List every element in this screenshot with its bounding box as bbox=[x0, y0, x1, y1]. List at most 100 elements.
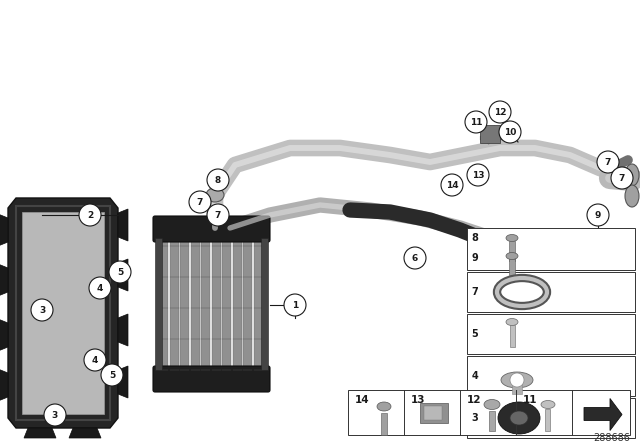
Circle shape bbox=[587, 204, 609, 226]
Text: 12: 12 bbox=[467, 395, 481, 405]
Text: 5: 5 bbox=[109, 370, 115, 379]
Circle shape bbox=[207, 204, 229, 226]
Bar bbox=[243, 238, 252, 370]
Bar bbox=[191, 238, 200, 370]
Circle shape bbox=[44, 404, 66, 426]
Text: 14: 14 bbox=[445, 181, 458, 190]
Text: 5: 5 bbox=[117, 267, 123, 276]
Text: 3: 3 bbox=[39, 306, 45, 314]
Ellipse shape bbox=[625, 185, 639, 207]
Ellipse shape bbox=[484, 400, 500, 409]
Text: 14: 14 bbox=[355, 395, 369, 405]
Polygon shape bbox=[0, 264, 8, 296]
Bar bbox=[489, 410, 495, 431]
Text: 2: 2 bbox=[87, 211, 93, 220]
Text: 11: 11 bbox=[470, 117, 483, 126]
Ellipse shape bbox=[501, 372, 533, 388]
Polygon shape bbox=[24, 428, 56, 438]
Circle shape bbox=[101, 364, 123, 386]
Text: 5: 5 bbox=[472, 329, 478, 339]
Text: 1: 1 bbox=[292, 301, 298, 310]
Ellipse shape bbox=[206, 188, 224, 202]
Bar bbox=[509, 241, 515, 261]
Polygon shape bbox=[118, 366, 128, 398]
Circle shape bbox=[597, 151, 619, 173]
Text: 7: 7 bbox=[472, 287, 478, 297]
Bar bbox=[201, 238, 210, 370]
Circle shape bbox=[404, 247, 426, 269]
Text: 3: 3 bbox=[52, 410, 58, 419]
Bar bbox=[159, 238, 168, 370]
Bar bbox=[512, 380, 522, 394]
Circle shape bbox=[441, 174, 463, 196]
Text: 7: 7 bbox=[619, 173, 625, 182]
Text: 3: 3 bbox=[472, 413, 478, 423]
Text: 6: 6 bbox=[412, 254, 418, 263]
Text: 288686: 288686 bbox=[593, 433, 630, 443]
Circle shape bbox=[611, 167, 633, 189]
Bar bbox=[211, 238, 221, 370]
Text: 11: 11 bbox=[523, 395, 537, 405]
Ellipse shape bbox=[510, 373, 524, 387]
Bar bbox=[467, 356, 635, 396]
Ellipse shape bbox=[625, 164, 639, 186]
Polygon shape bbox=[0, 214, 8, 246]
Bar bbox=[467, 272, 635, 312]
Ellipse shape bbox=[510, 411, 528, 425]
Text: 13: 13 bbox=[411, 395, 425, 405]
Text: 4: 4 bbox=[92, 356, 98, 365]
Text: 9: 9 bbox=[472, 253, 478, 263]
Circle shape bbox=[284, 294, 306, 316]
FancyBboxPatch shape bbox=[153, 216, 270, 242]
Bar bbox=[467, 228, 635, 270]
Bar bbox=[170, 238, 179, 370]
Circle shape bbox=[467, 164, 489, 186]
Text: 9: 9 bbox=[595, 211, 601, 220]
Text: 8: 8 bbox=[472, 233, 479, 243]
Bar bbox=[180, 238, 189, 370]
Polygon shape bbox=[118, 209, 128, 241]
Circle shape bbox=[84, 349, 106, 371]
Text: 4: 4 bbox=[472, 371, 478, 381]
Ellipse shape bbox=[506, 234, 518, 241]
Text: 8: 8 bbox=[215, 176, 221, 185]
Polygon shape bbox=[118, 259, 128, 291]
Bar bbox=[545, 409, 550, 431]
Polygon shape bbox=[8, 198, 118, 428]
Bar bbox=[16, 206, 110, 420]
Ellipse shape bbox=[498, 402, 540, 434]
Ellipse shape bbox=[506, 319, 518, 326]
Text: 4: 4 bbox=[97, 284, 103, 293]
Bar bbox=[467, 314, 635, 354]
Bar bbox=[420, 402, 448, 422]
Circle shape bbox=[189, 191, 211, 213]
Bar bbox=[155, 238, 162, 370]
Ellipse shape bbox=[541, 401, 555, 409]
Text: 12: 12 bbox=[493, 108, 506, 116]
Text: 7: 7 bbox=[215, 211, 221, 220]
Bar bbox=[222, 238, 231, 370]
Polygon shape bbox=[584, 399, 622, 431]
Circle shape bbox=[31, 299, 53, 321]
Circle shape bbox=[499, 121, 521, 143]
Ellipse shape bbox=[377, 402, 391, 411]
Polygon shape bbox=[0, 369, 8, 401]
Text: 10: 10 bbox=[504, 128, 516, 137]
Circle shape bbox=[79, 204, 101, 226]
Bar bbox=[509, 259, 515, 275]
Circle shape bbox=[89, 277, 111, 299]
Circle shape bbox=[207, 169, 229, 191]
Bar bbox=[424, 405, 442, 419]
Ellipse shape bbox=[506, 253, 518, 259]
Text: 7: 7 bbox=[197, 198, 203, 207]
Text: 13: 13 bbox=[472, 171, 484, 180]
Polygon shape bbox=[0, 319, 8, 351]
Bar bbox=[509, 325, 515, 347]
Bar bbox=[467, 398, 635, 438]
Circle shape bbox=[109, 261, 131, 283]
FancyBboxPatch shape bbox=[153, 366, 270, 392]
Polygon shape bbox=[69, 428, 101, 438]
Bar bbox=[348, 390, 630, 435]
Bar bbox=[232, 238, 241, 370]
Bar bbox=[261, 238, 268, 370]
